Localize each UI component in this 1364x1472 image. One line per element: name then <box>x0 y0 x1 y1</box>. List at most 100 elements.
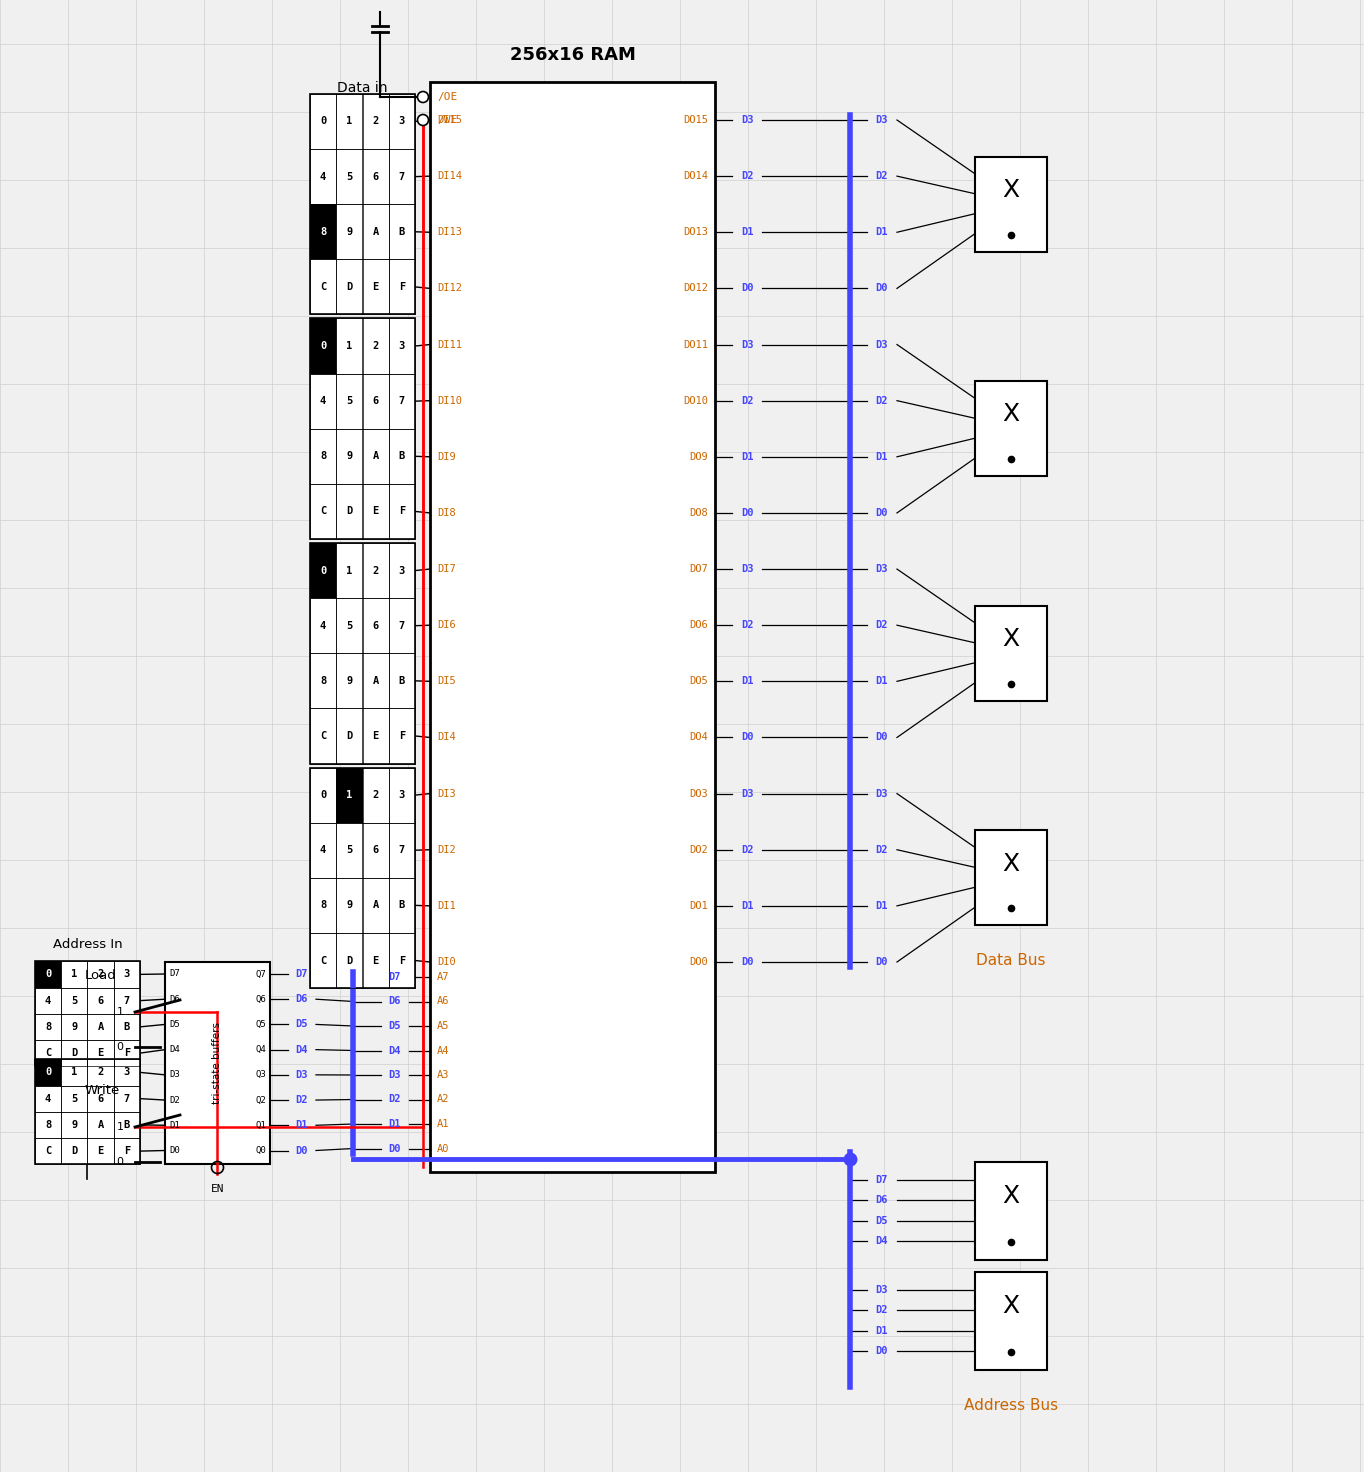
Text: 4: 4 <box>321 172 326 181</box>
Text: D: D <box>346 732 352 740</box>
Text: 1: 1 <box>116 1122 124 1132</box>
Bar <box>165 963 270 1163</box>
Text: 0: 0 <box>116 1157 124 1167</box>
Text: Address Bus: Address Bus <box>964 1398 1058 1413</box>
Text: D5: D5 <box>389 1022 401 1030</box>
Text: 7: 7 <box>124 1094 130 1104</box>
Text: D1: D1 <box>741 227 753 237</box>
Text: 256x16 RAM: 256x16 RAM <box>510 46 636 63</box>
Text: D0: D0 <box>741 733 753 742</box>
Text: Q3: Q3 <box>255 1070 266 1079</box>
Text: DI14: DI14 <box>436 171 462 181</box>
Text: D: D <box>71 1147 78 1156</box>
Text: C: C <box>321 732 326 740</box>
Text: D0: D0 <box>876 284 888 293</box>
Text: 9: 9 <box>71 1022 78 1032</box>
Text: C: C <box>321 955 326 966</box>
Text: B: B <box>398 676 405 686</box>
Text: Q7: Q7 <box>255 970 266 979</box>
Text: D1: D1 <box>876 227 888 237</box>
Text: D0: D0 <box>876 508 888 518</box>
Text: C: C <box>45 1147 52 1156</box>
Text: 7: 7 <box>398 396 405 406</box>
Text: DI4: DI4 <box>436 733 456 742</box>
Text: DI6: DI6 <box>436 620 456 630</box>
Text: D1: D1 <box>169 1120 180 1130</box>
Text: 8: 8 <box>321 227 326 237</box>
Text: D0: D0 <box>741 284 753 293</box>
Text: DO0: DO0 <box>689 957 708 967</box>
Text: D1: D1 <box>741 901 753 911</box>
Text: DI2: DI2 <box>436 845 456 855</box>
Text: D3: D3 <box>741 115 753 125</box>
Text: D5: D5 <box>876 1216 888 1226</box>
Text: D1: D1 <box>296 1120 308 1130</box>
Text: 0: 0 <box>321 565 326 576</box>
Text: DI13: DI13 <box>436 227 462 237</box>
Text: D3: D3 <box>876 564 888 574</box>
Text: DO5: DO5 <box>689 676 708 686</box>
Text: D2: D2 <box>296 1095 308 1105</box>
Text: 2: 2 <box>97 970 104 979</box>
Text: 2: 2 <box>372 565 379 576</box>
Text: E: E <box>97 1048 104 1058</box>
Text: C: C <box>45 1048 52 1058</box>
Circle shape <box>417 91 428 103</box>
Text: D0: D0 <box>169 1147 180 1156</box>
Text: D4: D4 <box>169 1045 180 1054</box>
Text: A4: A4 <box>436 1045 450 1055</box>
Text: 9: 9 <box>346 901 352 910</box>
Text: A2: A2 <box>436 1095 450 1104</box>
Text: Write: Write <box>85 1083 120 1097</box>
Text: E: E <box>372 955 379 966</box>
Text: 3: 3 <box>124 970 130 979</box>
Text: 1: 1 <box>346 790 352 801</box>
Text: A: A <box>97 1120 104 1130</box>
Text: D2: D2 <box>741 845 753 855</box>
Text: D1: D1 <box>876 452 888 462</box>
Text: X: X <box>1003 1294 1019 1319</box>
Text: D6: D6 <box>296 994 308 1004</box>
Text: A5: A5 <box>436 1022 450 1030</box>
Text: D3: D3 <box>389 1070 401 1080</box>
Text: DO10: DO10 <box>683 396 708 406</box>
Text: DI9: DI9 <box>436 452 456 462</box>
Bar <box>310 318 415 539</box>
Text: /WE: /WE <box>436 115 457 125</box>
Text: 6: 6 <box>97 995 104 1005</box>
Text: 8: 8 <box>321 901 326 910</box>
Text: D2: D2 <box>389 1095 401 1104</box>
Text: Q1: Q1 <box>255 1120 266 1130</box>
Text: DO13: DO13 <box>683 227 708 237</box>
Text: DI7: DI7 <box>436 564 456 574</box>
Text: 1: 1 <box>71 970 78 979</box>
Text: D2: D2 <box>876 171 888 181</box>
Text: D6: D6 <box>169 995 180 1004</box>
Text: 4: 4 <box>321 845 326 855</box>
Text: 5: 5 <box>71 995 78 1005</box>
Text: DO1: DO1 <box>689 901 708 911</box>
Text: DO9: DO9 <box>689 452 708 462</box>
Text: D1: D1 <box>741 452 753 462</box>
Bar <box>310 543 337 598</box>
Text: 4: 4 <box>321 396 326 406</box>
Text: 0: 0 <box>321 116 326 127</box>
Text: A6: A6 <box>436 997 450 1007</box>
Text: X: X <box>1003 627 1019 651</box>
Text: D4: D4 <box>876 1236 888 1247</box>
Text: DO6: DO6 <box>689 620 708 630</box>
Text: 2: 2 <box>372 116 379 127</box>
Text: 1: 1 <box>346 565 352 576</box>
Text: F: F <box>124 1048 130 1058</box>
Text: 8: 8 <box>321 452 326 461</box>
Text: Q5: Q5 <box>255 1020 266 1029</box>
Text: B: B <box>398 452 405 461</box>
Text: DI11: DI11 <box>436 340 462 349</box>
Text: D3: D3 <box>876 1285 888 1295</box>
Text: B: B <box>398 901 405 910</box>
Text: DO11: DO11 <box>683 340 708 349</box>
Text: D0: D0 <box>876 957 888 967</box>
Text: D5: D5 <box>296 1020 308 1029</box>
Text: 8: 8 <box>45 1022 52 1032</box>
Text: 1: 1 <box>346 116 352 127</box>
